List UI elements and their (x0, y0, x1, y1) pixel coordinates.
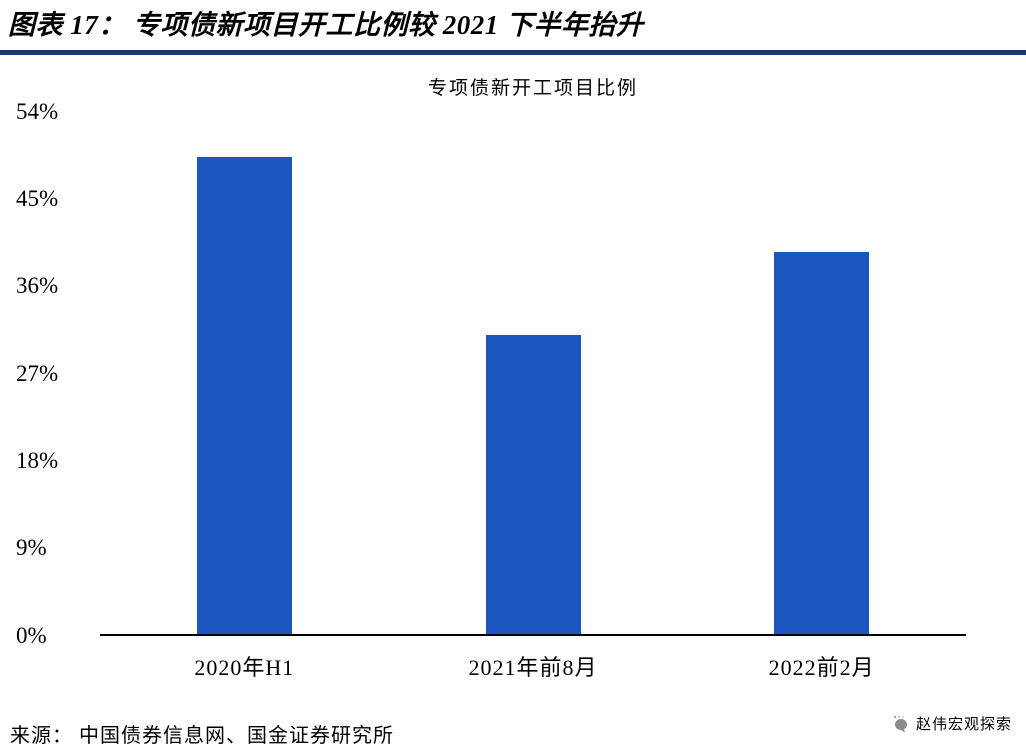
bar-2021年前8月 (485, 334, 581, 634)
figure-title: 图表 17： 专项债新项目开工比例较 2021 下半年抬升 (8, 10, 644, 40)
figure-footer: 来源： 中国债券信息网、国金证券研究所 赵伟宏观探索 (10, 713, 1012, 748)
y-tick-label: 45% (16, 185, 59, 211)
bar-2020年H1 (196, 156, 292, 634)
x-tick-label: 2022前2月 (768, 654, 875, 680)
plot-area (100, 112, 966, 636)
y-tick-label: 18% (16, 447, 59, 473)
x-axis-labels: 2020年H1 2021年前8月 2022前2月 (100, 650, 966, 682)
bar-chart: 专项债新开工项目比例 54% 45% 36% 27% 18% 9% 0% 2020年H1 20… (0, 73, 1026, 682)
watermark: 赵伟宏观探索 (892, 713, 1012, 734)
bar-2022前2月 (774, 251, 870, 634)
y-tick-label: 36% (16, 273, 59, 299)
title-underline (0, 49, 1026, 55)
y-tick-label: 9% (16, 535, 47, 561)
watermark-text: 赵伟宏观探索 (915, 717, 1012, 733)
bar-column (677, 112, 966, 634)
x-tick-label: 2020年H1 (194, 654, 295, 680)
y-axis: 54% 45% 36% 27% 18% 9% 0% (0, 99, 100, 648)
bars-group (100, 112, 966, 634)
y-tick-label: 27% (16, 360, 59, 386)
source-note: 来源： 中国债券信息网、国金证券研究所 (10, 725, 394, 747)
y-tick-label: 54% (16, 98, 59, 124)
chart-body: 54% 45% 36% 27% 18% 9% 0% (0, 99, 1026, 648)
figure-header: 图表 17： 专项债新项目开工比例较 2021 下半年抬升 (0, 0, 1026, 55)
chat-bubble-logo-icon (892, 715, 910, 733)
x-tick-label: 2021年前8月 (468, 654, 598, 680)
bar-column (100, 112, 389, 634)
y-tick-label: 0% (16, 622, 47, 648)
chart-title: 专项债新开工项目比例 (427, 77, 638, 99)
bar-column (389, 112, 678, 634)
